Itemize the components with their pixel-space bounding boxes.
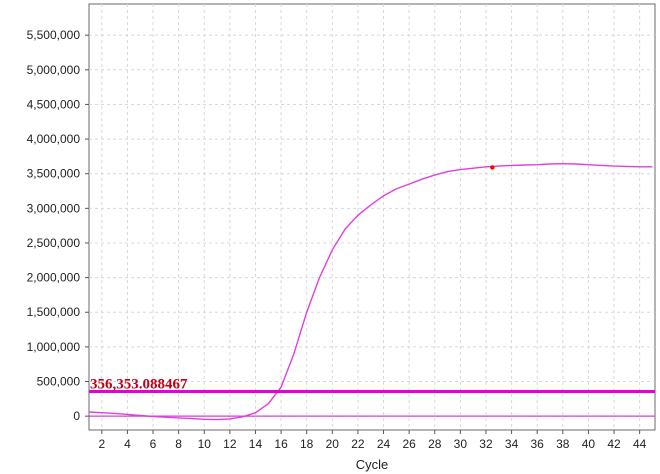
y-tick-label: 3,000,000 xyxy=(27,201,81,215)
x-tick-label: 44 xyxy=(633,437,647,451)
x-tick-label: 34 xyxy=(505,437,519,451)
x-tick-label: 38 xyxy=(556,437,570,451)
series-layer xyxy=(88,162,655,421)
x-tick-label: 4 xyxy=(124,437,131,451)
x-tick-label: 20 xyxy=(326,437,340,451)
x-tick-label: 16 xyxy=(274,437,288,451)
y-tick-label: 5,500,000 xyxy=(27,28,81,42)
grid-layer xyxy=(89,4,655,430)
y-tick-label: 5,000,000 xyxy=(27,63,81,77)
data-point-marker xyxy=(490,165,495,170)
x-tick-label: 12 xyxy=(223,437,237,451)
x-tick-label: 22 xyxy=(351,437,365,451)
x-tick-label: 14 xyxy=(249,437,263,451)
x-tick-label: 26 xyxy=(402,437,416,451)
y-tick-label: 500,000 xyxy=(37,375,81,389)
x-tick-label: 24 xyxy=(377,437,391,451)
y-tick-label: 0 xyxy=(73,409,80,423)
x-axis-title: Cycle xyxy=(356,457,389,472)
threshold-layer: 356,353.088467 xyxy=(89,376,655,393)
x-tick-label: 36 xyxy=(531,437,545,451)
y-tick-label: 2,500,000 xyxy=(27,236,81,250)
x-tick-label: 40 xyxy=(582,437,596,451)
x-tick-label: 2 xyxy=(98,437,105,451)
y-tick-label: 1,000,000 xyxy=(27,340,81,354)
y-tick-label: 1,500,000 xyxy=(27,305,81,319)
marker-layer xyxy=(490,165,495,170)
y-tick-label: 4,500,000 xyxy=(27,97,81,111)
y-axis: 0 500,000 1,000,000 1,500,000 2,000,000 2,500… xyxy=(27,28,89,423)
x-tick-label: 10 xyxy=(198,437,212,451)
plot-area xyxy=(88,3,656,431)
x-tick-label: 32 xyxy=(479,437,493,451)
y-tick-label: 2,000,000 xyxy=(27,271,81,285)
y-tick-label: 3,500,000 xyxy=(27,167,81,181)
x-tick-label: 6 xyxy=(150,437,157,451)
x-tick-label: 28 xyxy=(428,437,442,451)
amplification-curve xyxy=(88,162,653,421)
x-axis: 2 4 6 8 10 12 14 16 18 20 22 24 26 28 30 32 34 36 38 40 42 44 xyxy=(98,430,647,451)
x-tick-label: 42 xyxy=(607,437,621,451)
x-tick-label: 8 xyxy=(175,437,182,451)
x-tick-label: 18 xyxy=(300,437,314,451)
x-tick-label: 30 xyxy=(454,437,468,451)
y-tick-label: 4,000,000 xyxy=(27,132,81,146)
threshold-label: 356,353.088467 xyxy=(90,376,188,392)
